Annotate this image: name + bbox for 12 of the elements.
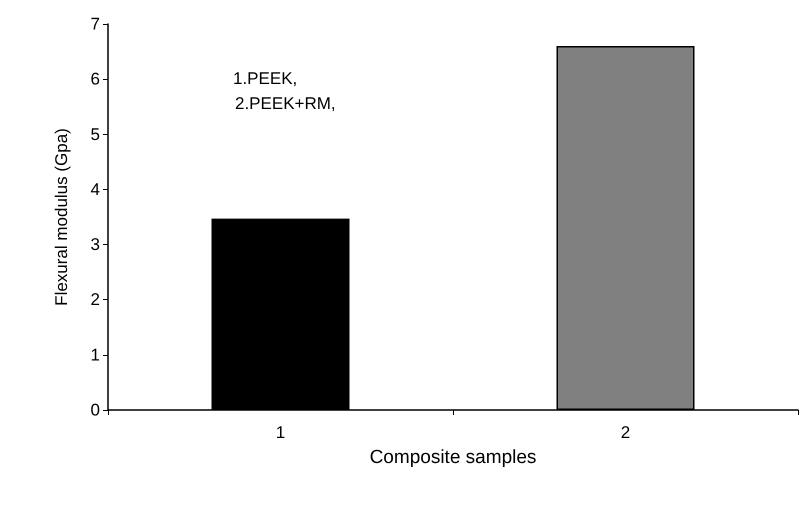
annotation: 2.PEEK+RM, <box>235 94 336 113</box>
y-tick-label: 0 <box>90 400 100 420</box>
y-tick-label: 5 <box>90 124 100 144</box>
y-tick-label: 6 <box>90 70 100 89</box>
y-axis-title: Flexural modulus (Gpa) <box>52 128 71 306</box>
y-tick-label: 7 <box>90 14 100 34</box>
x-axis-title: Composite samples <box>370 447 536 468</box>
y-tick-label: 3 <box>90 235 100 254</box>
y-tick-label: 2 <box>90 290 100 310</box>
y-tick-label: 1 <box>90 345 100 364</box>
annotation: 1.PEEK, <box>233 69 298 88</box>
y-tick-label: 4 <box>90 180 100 199</box>
